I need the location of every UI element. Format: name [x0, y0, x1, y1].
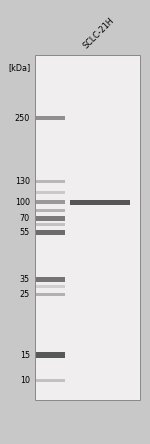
Bar: [36, 352, 65, 358]
Bar: [36, 191, 65, 194]
Text: 250: 250: [15, 114, 30, 123]
Text: 70: 70: [20, 214, 30, 222]
Bar: [35, 55, 140, 400]
Bar: [70, 199, 130, 205]
Text: 25: 25: [20, 289, 30, 298]
Bar: [36, 200, 65, 204]
Text: 10: 10: [20, 376, 30, 385]
Text: 100: 100: [15, 198, 30, 206]
Text: [kDa]: [kDa]: [8, 63, 30, 72]
Text: 55: 55: [20, 227, 30, 237]
Text: SCLC-21H: SCLC-21H: [82, 16, 116, 50]
Bar: [36, 116, 65, 120]
Bar: [36, 293, 65, 296]
Bar: [36, 378, 65, 381]
Bar: [36, 179, 65, 182]
Bar: [36, 209, 65, 211]
Bar: [36, 285, 65, 288]
Bar: [36, 277, 65, 281]
Bar: [36, 222, 65, 226]
Bar: [36, 230, 65, 234]
Text: 130: 130: [15, 177, 30, 186]
Text: 35: 35: [20, 274, 30, 284]
Text: 15: 15: [20, 350, 30, 360]
Bar: [36, 215, 65, 221]
